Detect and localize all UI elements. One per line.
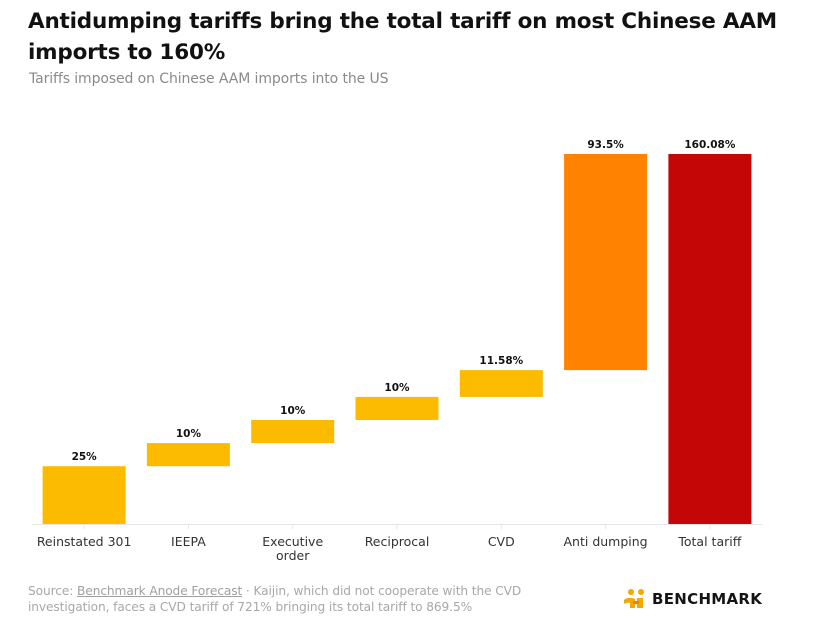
category-label: Reciprocal bbox=[365, 534, 430, 549]
bar-cvd bbox=[459, 370, 543, 397]
bar-ieepa bbox=[146, 443, 230, 467]
footer-note: Source: Benchmark Anode Forecast · Kaiji… bbox=[28, 583, 588, 615]
category-label: IEEPA bbox=[171, 534, 206, 549]
bars-group bbox=[42, 154, 752, 524]
category-label: Reinstated 301 bbox=[37, 534, 132, 549]
benchmark-logo-icon bbox=[624, 589, 644, 608]
x-axis-ticks bbox=[83, 524, 711, 529]
source-prefix: Source: bbox=[28, 584, 78, 598]
data-label: 11.58% bbox=[479, 355, 523, 367]
bar-executive-order bbox=[251, 420, 335, 444]
bar-total-tariff bbox=[668, 154, 752, 524]
chart-subtitle: Tariffs imposed on Chinese AAM imports i… bbox=[29, 71, 389, 87]
bar-reinstated-301 bbox=[42, 466, 126, 524]
data-label: 10% bbox=[280, 405, 306, 417]
category-label: Total tariff bbox=[677, 534, 741, 549]
bar-anti-dumping bbox=[564, 154, 648, 371]
data-label: 10% bbox=[176, 428, 202, 440]
footer-note-text: · Kaijin, which did not cooperate with t… bbox=[28, 584, 522, 614]
benchmark-logo: BENCHMARK bbox=[623, 588, 762, 610]
bar-reciprocal bbox=[355, 396, 439, 420]
data-label: 25% bbox=[72, 451, 98, 463]
category-label: Executive order bbox=[262, 534, 323, 563]
source-link[interactable]: Benchmark Anode Forecast bbox=[77, 584, 243, 598]
category-label: CVD bbox=[488, 534, 515, 549]
data-label: 10% bbox=[384, 382, 410, 394]
data-label: 160.08% bbox=[684, 139, 736, 151]
data-labels-group: 25% 10% 10% 10% 11.58% 93.5% 160.08% bbox=[72, 139, 736, 463]
category-labels-group: Reinstated 301 IEEPA Executive order Recipro… bbox=[37, 534, 742, 563]
waterfall-chart: 25% 10% 10% 10% 11.58% 93.5% 160.08% Reinstate… bbox=[32, 139, 762, 563]
data-label: 93.5% bbox=[587, 139, 624, 151]
logo-wordmark: BENCHMARK bbox=[652, 590, 763, 608]
chart-title: Antidumping tariffs bring the total tari… bbox=[28, 9, 777, 65]
category-label: Anti dumping bbox=[564, 534, 648, 549]
